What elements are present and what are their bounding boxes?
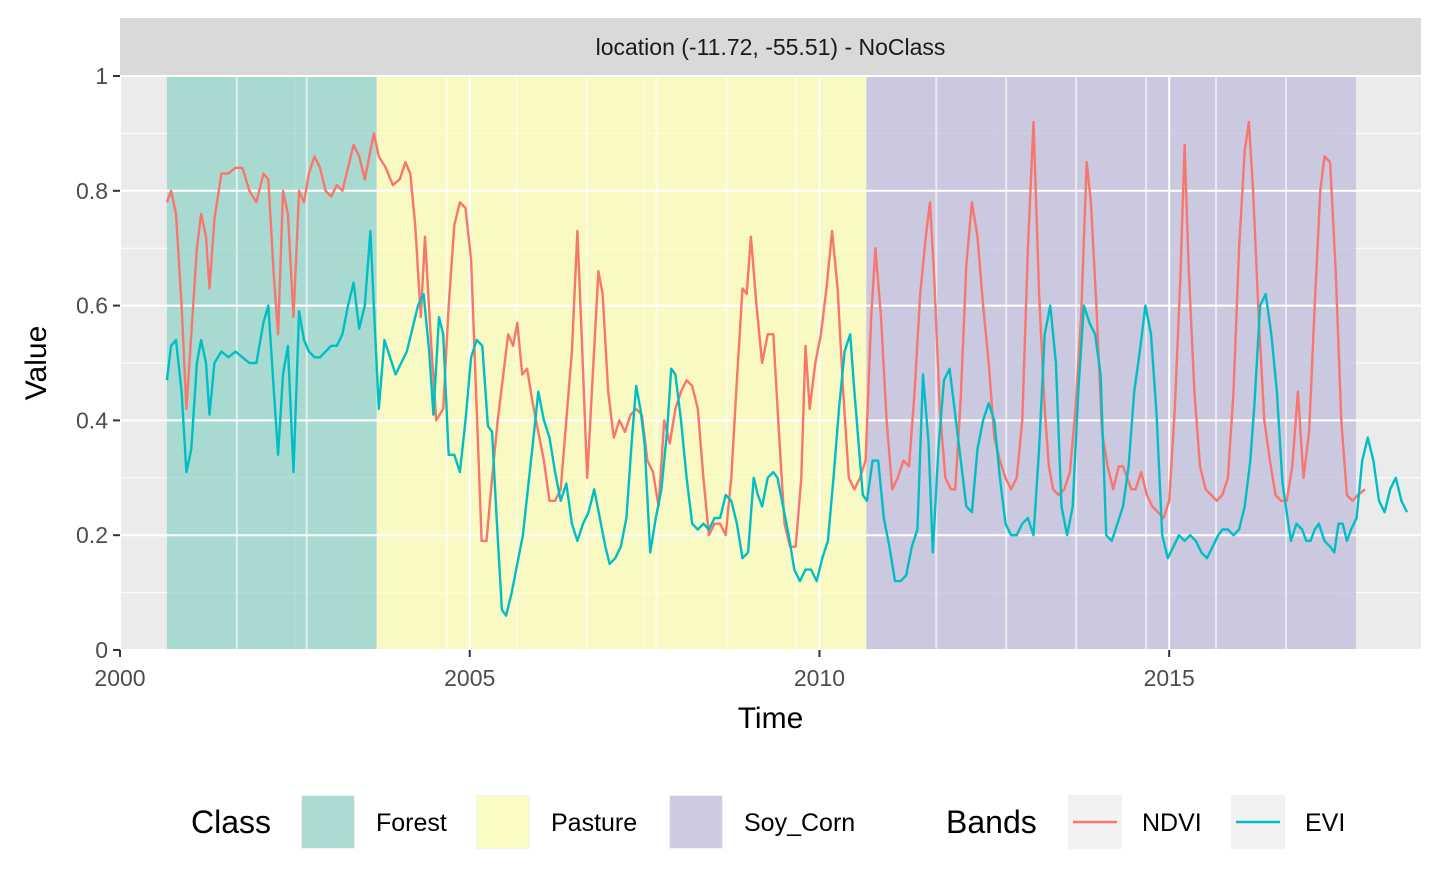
class-band-pasture — [376, 76, 867, 650]
legend-class-title: Class — [191, 804, 271, 840]
legend-label: NDVI — [1142, 809, 1202, 837]
x-tick-label: 2010 — [794, 665, 845, 691]
legend-label: EVI — [1305, 809, 1345, 837]
year-boundary-lines — [235, 76, 1288, 650]
class-band-soy-corn — [866, 76, 1356, 650]
legend-item-forest: Forest — [301, 795, 447, 849]
legend-label: Pasture — [551, 809, 637, 837]
legend-item-ndvi: NDVI — [1068, 795, 1202, 849]
legend-bands-title: Bands — [946, 804, 1037, 840]
legend-label: Forest — [376, 809, 447, 837]
x-axis: 2000 2005 2010 2015 — [94, 650, 1195, 691]
y-tick-label: 0 — [95, 637, 108, 663]
legend-label: Soy_Corn — [744, 809, 855, 837]
legend-class-items: Forest Pasture Soy_Corn — [301, 795, 855, 849]
x-axis-title: Time — [738, 702, 804, 735]
legend-band-items: NDVI EVI — [1068, 795, 1345, 849]
series-lines — [165, 120, 1409, 617]
y-tick-label: 0.8 — [76, 178, 108, 204]
y-tick-label: 1 — [95, 63, 108, 89]
legend-item-pasture: Pasture — [476, 795, 637, 849]
y-axis-title: Value — [20, 326, 53, 401]
legend-item-evi: EVI — [1231, 795, 1345, 849]
x-tick-label: 2015 — [1144, 665, 1195, 691]
series-line-evi — [165, 229, 1409, 617]
panel-strip-background — [120, 18, 1421, 76]
legend-swatch — [302, 796, 354, 848]
y-tick-label: 0.2 — [76, 522, 108, 548]
y-tick-label: 0.4 — [76, 407, 108, 433]
y-axis: 0 0.2 0.4 0.6 0.8 1 — [76, 63, 120, 663]
legend-item-soy-corn: Soy_Corn — [669, 795, 855, 849]
x-tick-label: 2000 — [94, 665, 145, 691]
major-gridlines — [119, 75, 1421, 651]
legend-swatch — [477, 796, 529, 848]
legend: Class Forest Pasture Soy_Corn Bands NDVI EV… — [191, 795, 1345, 849]
panel-title: location (-11.72, -55.51) - NoClass — [596, 34, 946, 60]
legend-swatch — [670, 796, 722, 848]
x-tick-label: 2005 — [444, 665, 495, 691]
plot-panel — [119, 75, 1421, 651]
y-tick-label: 0.6 — [76, 293, 108, 319]
panel-strip: location (-11.72, -55.51) - NoClass — [120, 18, 1421, 76]
series-line-ndvi — [165, 120, 1366, 548]
